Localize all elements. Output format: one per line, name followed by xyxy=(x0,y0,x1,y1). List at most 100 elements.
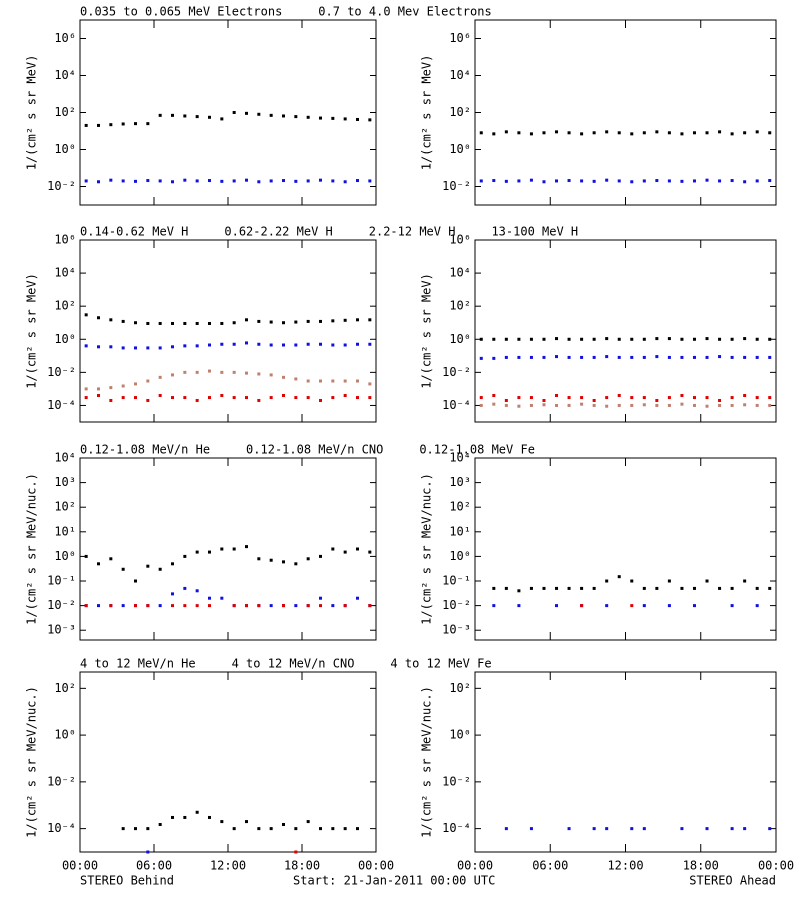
data-point xyxy=(146,398,150,402)
data-point xyxy=(331,604,335,608)
plot-frame xyxy=(474,671,777,853)
data-point xyxy=(567,396,571,400)
data-point xyxy=(319,178,322,182)
y-tick-label: 10² xyxy=(449,500,471,514)
data-point xyxy=(294,179,298,183)
data-point xyxy=(232,179,236,183)
data-point xyxy=(158,321,162,325)
data-point xyxy=(257,180,261,184)
data-point xyxy=(306,379,310,383)
data-point xyxy=(667,179,671,183)
data-point xyxy=(220,117,224,121)
data-point xyxy=(183,396,187,400)
data-point xyxy=(343,393,347,397)
y-tick-label: 10² xyxy=(54,500,76,514)
data-point xyxy=(529,132,533,136)
data-point xyxy=(257,319,261,323)
y-tick-label: 10⁶ xyxy=(449,31,471,45)
y-tick-label: 10⁴ xyxy=(449,451,471,465)
data-point xyxy=(617,403,621,407)
data-point xyxy=(730,827,734,831)
data-point xyxy=(306,396,310,400)
data-point xyxy=(208,179,211,183)
data-point xyxy=(146,604,150,608)
data-point xyxy=(121,122,125,126)
y-tick-label: 10⁰ xyxy=(54,728,76,742)
data-point xyxy=(368,179,372,183)
data-point xyxy=(146,379,150,383)
data-point xyxy=(580,355,584,359)
data-point xyxy=(319,596,322,600)
data-point xyxy=(84,123,88,127)
data-point xyxy=(755,396,759,400)
data-point xyxy=(368,382,372,386)
y-tick-label: 10⁰ xyxy=(449,332,471,346)
data-point xyxy=(146,122,150,126)
data-point xyxy=(84,604,88,608)
data-point xyxy=(208,815,211,819)
data-point xyxy=(655,179,659,183)
data-point xyxy=(257,604,261,608)
y-tick-label: 10⁻² xyxy=(442,598,471,612)
data-point xyxy=(680,402,684,406)
data-point xyxy=(504,337,508,341)
data-point xyxy=(245,178,248,182)
data-point xyxy=(617,355,621,359)
data-point xyxy=(269,604,273,608)
data-point xyxy=(195,589,199,593)
x-tick-label: 12:00 xyxy=(210,859,246,873)
y-tick-label: 10⁰ xyxy=(54,549,76,563)
data-point xyxy=(555,355,559,359)
data-point xyxy=(730,396,734,400)
data-point xyxy=(220,321,224,325)
data-point xyxy=(768,337,772,341)
data-point xyxy=(282,823,285,827)
data-point xyxy=(84,313,88,317)
data-point xyxy=(158,113,162,117)
y-label: 1/(cm² s sr MeV) xyxy=(25,273,39,389)
data-point xyxy=(368,396,372,400)
y-label: 1/(cm² s sr MeV) xyxy=(420,55,434,171)
data-point xyxy=(504,179,508,183)
data-point xyxy=(542,403,546,407)
data-point xyxy=(245,396,248,400)
data-point xyxy=(319,827,322,831)
legend-entry: 0.7 to 4.0 Mev Electrons xyxy=(318,5,491,19)
data-point xyxy=(208,596,211,600)
data-point xyxy=(220,393,224,397)
data-point xyxy=(580,586,584,590)
data-point xyxy=(768,179,772,183)
data-point xyxy=(517,131,521,135)
data-point xyxy=(642,403,646,407)
data-point xyxy=(504,403,508,407)
data-point xyxy=(220,179,224,183)
y-tick-label: 10⁶ xyxy=(449,233,471,247)
x-label: STEREO Behind xyxy=(80,874,174,888)
data-point xyxy=(555,393,559,397)
data-point xyxy=(492,337,496,341)
data-point xyxy=(718,586,722,590)
data-point xyxy=(109,398,113,402)
data-point xyxy=(504,398,508,402)
data-point xyxy=(195,344,199,348)
data-point xyxy=(492,586,496,590)
data-point xyxy=(479,131,483,135)
data-point xyxy=(667,131,671,135)
data-point xyxy=(294,604,298,608)
legend-entry: 0.12-1.08 MeV Fe xyxy=(419,443,535,457)
footer: Start: 21-Jan-2011 00:00 UTC xyxy=(293,874,495,888)
y-tick-label: 10¹ xyxy=(449,524,471,538)
data-point xyxy=(171,604,174,608)
data-point xyxy=(356,827,359,831)
data-point xyxy=(134,579,137,583)
data-point xyxy=(655,586,659,590)
x-tick-label: 18:00 xyxy=(284,859,320,873)
data-point xyxy=(755,586,759,590)
data-point xyxy=(542,131,546,135)
data-point xyxy=(692,586,696,590)
data-point xyxy=(109,178,113,182)
data-point xyxy=(680,179,684,183)
data-point xyxy=(356,396,359,400)
data-point xyxy=(517,589,521,593)
data-point xyxy=(195,550,199,554)
